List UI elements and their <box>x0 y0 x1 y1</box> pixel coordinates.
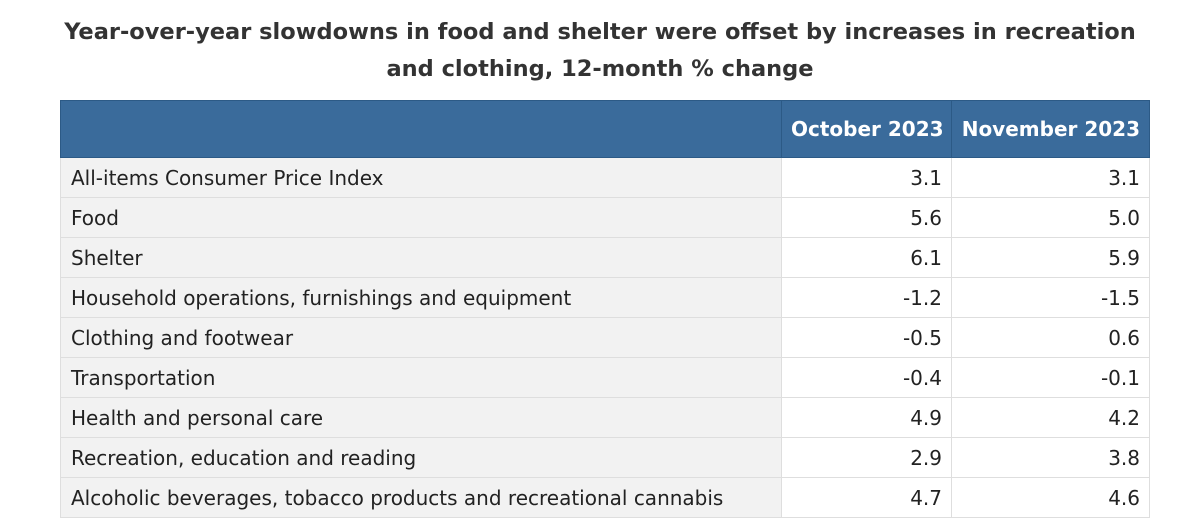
table-row: Food 5.6 5.0 <box>60 197 1150 238</box>
table-row: Clothing and footwear -0.5 0.6 <box>60 317 1150 358</box>
table-row: Household operations, furnishings and eq… <box>60 277 1150 318</box>
table-header-row: October 2023 November 2023 <box>60 100 1150 158</box>
row-label: Clothing and footwear <box>60 317 782 358</box>
row-label: Transportation <box>60 357 782 398</box>
table-row: Alcoholic beverages, tobacco products an… <box>60 477 1150 518</box>
value-november-2023: 3.8 <box>951 437 1150 478</box>
row-label: All-items Consumer Price Index <box>60 157 782 198</box>
value-october-2023: 4.9 <box>781 397 952 438</box>
value-november-2023: 5.9 <box>951 237 1150 278</box>
row-label: Shelter <box>60 237 782 278</box>
table-row: Recreation, education and reading 2.9 3.… <box>60 437 1150 478</box>
value-november-2023: 4.2 <box>951 397 1150 438</box>
table-row: Shelter 6.1 5.9 <box>60 237 1150 278</box>
value-october-2023: 4.7 <box>781 477 952 518</box>
value-november-2023: 4.6 <box>951 477 1150 518</box>
value-october-2023: -1.2 <box>781 277 952 318</box>
value-october-2023: -0.4 <box>781 357 952 398</box>
value-october-2023: 2.9 <box>781 437 952 478</box>
header-october-2023: October 2023 <box>781 100 952 158</box>
row-label: Alcoholic beverages, tobacco products an… <box>60 477 782 518</box>
value-october-2023: 6.1 <box>781 237 952 278</box>
header-label-column <box>60 100 782 158</box>
row-label: Food <box>60 197 782 238</box>
row-label: Recreation, education and reading <box>60 437 782 478</box>
value-november-2023: -1.5 <box>951 277 1150 318</box>
table-row: All-items Consumer Price Index 3.1 3.1 <box>60 157 1150 198</box>
value-october-2023: 3.1 <box>781 157 952 198</box>
value-october-2023: 5.6 <box>781 197 952 238</box>
row-label: Household operations, furnishings and eq… <box>60 277 782 318</box>
value-october-2023: -0.5 <box>781 317 952 358</box>
row-label: Health and personal care <box>60 397 782 438</box>
table-row: Transportation -0.4 -0.1 <box>60 357 1150 398</box>
value-november-2023: -0.1 <box>951 357 1150 398</box>
cpi-table: October 2023 November 2023 All-items Con… <box>60 100 1150 518</box>
header-november-2023: November 2023 <box>951 100 1150 158</box>
value-november-2023: 3.1 <box>951 157 1150 198</box>
value-november-2023: 0.6 <box>951 317 1150 358</box>
value-november-2023: 5.0 <box>951 197 1150 238</box>
chart-title: Year-over-year slowdowns in food and she… <box>64 19 1136 82</box>
table-row: Health and personal care 4.9 4.2 <box>60 397 1150 438</box>
